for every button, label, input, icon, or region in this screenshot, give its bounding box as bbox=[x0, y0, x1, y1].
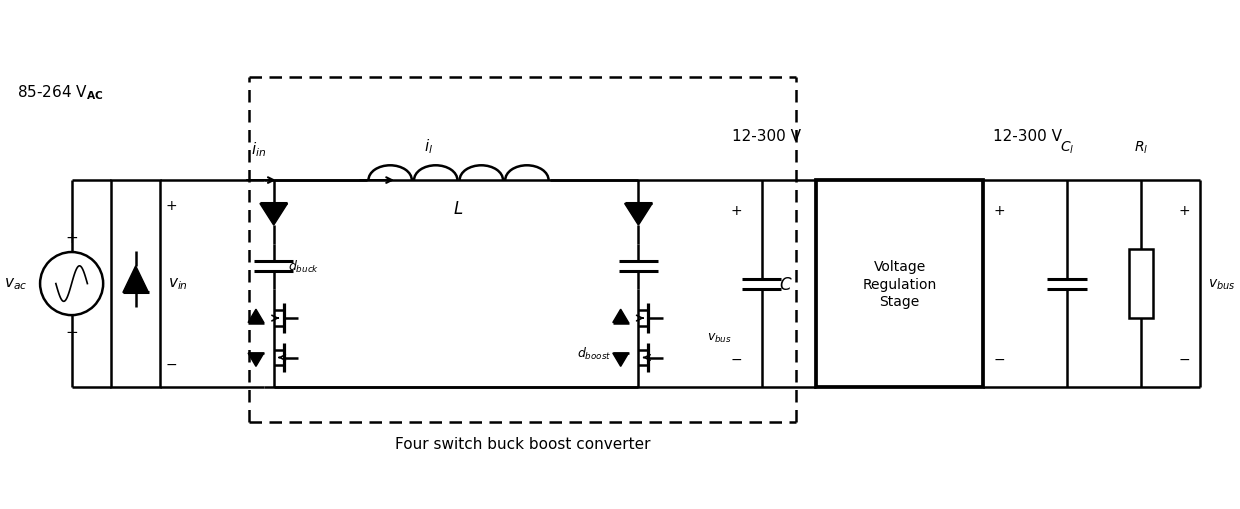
Text: +: + bbox=[993, 203, 1004, 217]
Text: Regulation: Regulation bbox=[863, 277, 936, 291]
Polygon shape bbox=[625, 204, 652, 225]
Text: +: + bbox=[66, 231, 78, 246]
Text: 12-300 V: 12-300 V bbox=[732, 129, 801, 144]
Text: $v_{bus}$: $v_{bus}$ bbox=[1208, 277, 1235, 291]
Text: $v_{ac}$: $v_{ac}$ bbox=[4, 276, 27, 292]
Polygon shape bbox=[248, 353, 264, 366]
Polygon shape bbox=[613, 353, 629, 366]
Polygon shape bbox=[248, 309, 264, 323]
Text: $-$: $-$ bbox=[730, 351, 742, 365]
Bar bbox=[816, 181, 983, 387]
Text: $-$: $-$ bbox=[993, 351, 1006, 365]
Text: $i_l$: $i_l$ bbox=[424, 137, 434, 156]
Text: $-$: $-$ bbox=[165, 356, 177, 370]
Text: +: + bbox=[1179, 203, 1190, 217]
Text: $R_l$: $R_l$ bbox=[1135, 140, 1148, 156]
Text: $v_{in}$: $v_{in}$ bbox=[169, 276, 188, 292]
Text: Stage: Stage bbox=[879, 295, 920, 309]
Text: $d_{boost}$: $d_{boost}$ bbox=[577, 345, 611, 361]
Text: 85-264 V$_{\mathbf{AC}}$: 85-264 V$_{\mathbf{AC}}$ bbox=[17, 83, 104, 101]
Bar bbox=[112, 181, 160, 387]
Text: $C_l$: $C_l$ bbox=[1060, 140, 1074, 156]
Polygon shape bbox=[123, 266, 149, 293]
Text: $-$: $-$ bbox=[1178, 351, 1190, 365]
Text: $C$: $C$ bbox=[780, 275, 792, 293]
Bar bbox=[1128, 249, 1153, 319]
Text: Voltage: Voltage bbox=[873, 259, 926, 273]
Text: $L$: $L$ bbox=[454, 200, 464, 217]
Polygon shape bbox=[260, 204, 288, 225]
Polygon shape bbox=[613, 309, 629, 323]
Text: $i_{in}$: $i_{in}$ bbox=[252, 140, 267, 159]
Text: Four switch buck boost converter: Four switch buck boost converter bbox=[394, 437, 650, 451]
Text: $-$: $-$ bbox=[64, 322, 78, 337]
Text: $v_{bus}$: $v_{bus}$ bbox=[707, 331, 732, 345]
Text: +: + bbox=[165, 199, 177, 212]
Text: $d_{buck}$: $d_{buck}$ bbox=[289, 258, 320, 274]
Text: 12-300 V: 12-300 V bbox=[993, 129, 1063, 144]
Text: +: + bbox=[730, 203, 742, 217]
